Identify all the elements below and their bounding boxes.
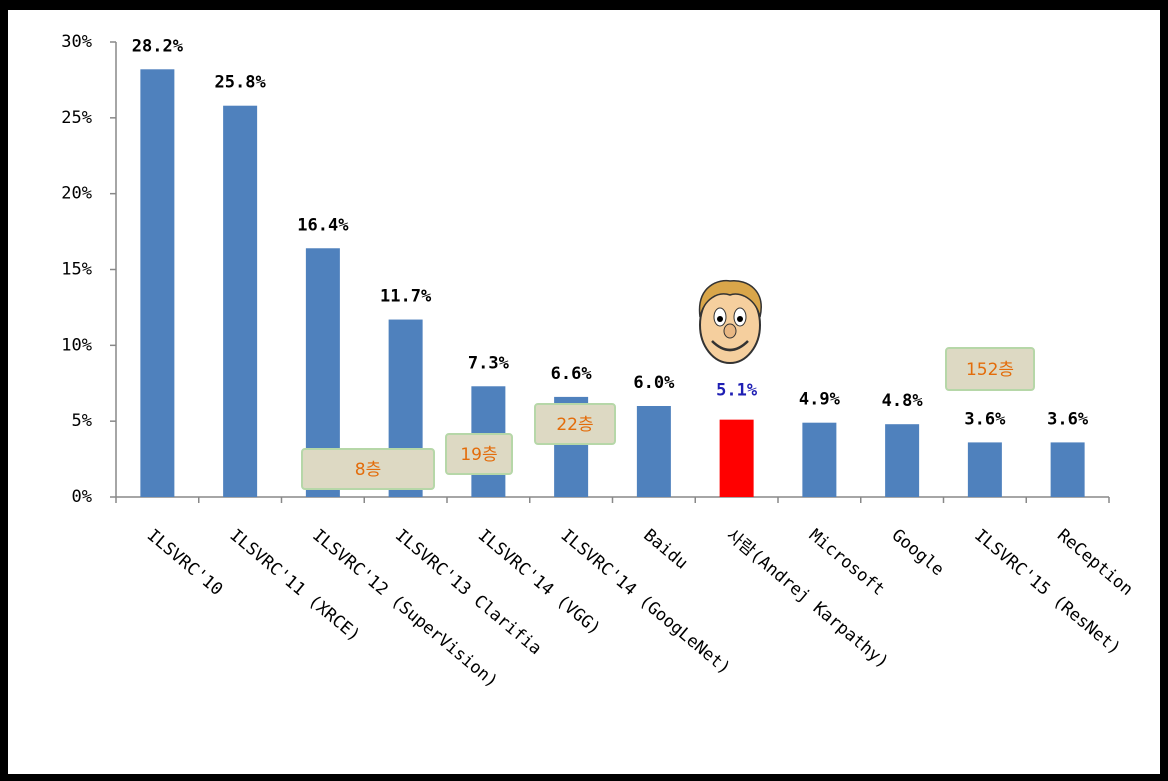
value-label: 4.8% [882,391,924,411]
y-tick-label: 30% [61,32,92,52]
y-tick-label: 15% [61,260,92,280]
chart-background [8,10,1160,774]
face-icon [698,279,762,364]
bar [223,105,258,497]
value-label: 6.0% [633,373,675,393]
value-label: 7.3% [468,353,510,373]
bar [636,406,671,497]
annotation-box [301,448,435,490]
value-label: 3.6% [964,409,1006,429]
bar [885,424,920,497]
value-label: 4.9% [799,390,841,410]
annotation: 8층 [355,460,381,480]
annotation: 152층 [966,360,1014,380]
value-label: 3.6% [1047,409,1089,429]
bar [1050,442,1085,497]
annotation: 22층 [556,415,593,435]
annotation-box [445,433,513,475]
value-label: 5.1% [716,381,758,401]
annotation-box [534,403,616,445]
y-tick-label: 25% [61,108,92,128]
bar [140,69,175,498]
y-tick-label: 5% [72,411,92,431]
value-label: 11.7% [380,287,432,307]
y-tick-label: 20% [61,184,92,204]
value-label: 28.2% [132,36,184,56]
annotation: 19층 [460,445,497,465]
bar [967,442,1002,497]
y-tick-label: 10% [61,335,92,355]
y-tick-label: 0% [72,487,92,507]
annotation-box [945,347,1035,391]
value-label: 16.4% [297,215,349,235]
bar [802,422,837,497]
value-label: 25.8% [215,73,267,93]
value-label: 6.6% [551,364,593,384]
bar [719,419,754,497]
